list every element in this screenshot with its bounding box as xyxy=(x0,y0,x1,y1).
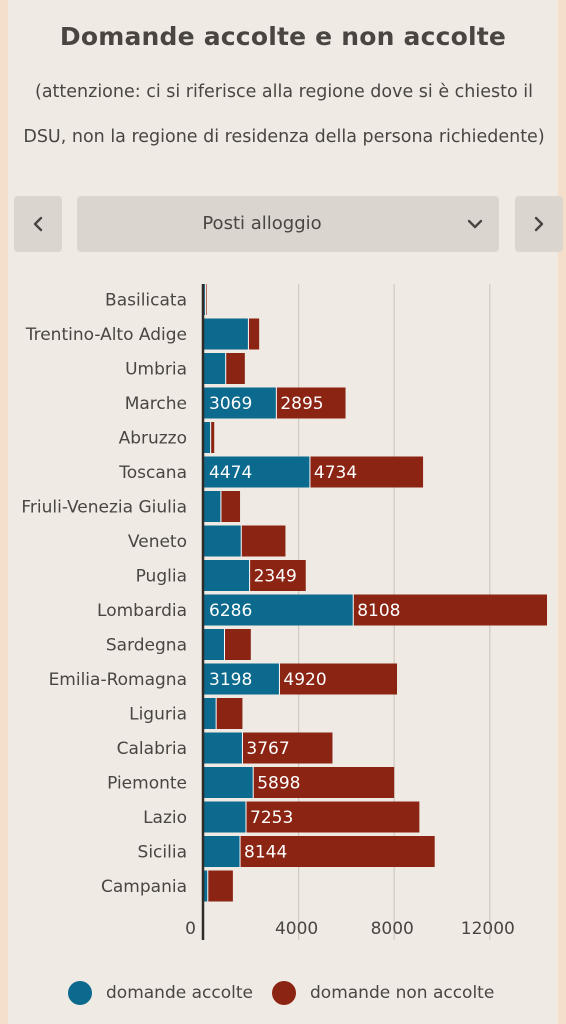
legend-swatch-non-accolte xyxy=(272,981,296,1005)
bar-accolte xyxy=(203,698,217,729)
bar-non-accolte xyxy=(276,387,346,419)
bar-non-accolte xyxy=(210,422,215,453)
bar-accolte xyxy=(203,525,242,557)
category-label: Marche xyxy=(125,394,187,414)
bar-non-accolte xyxy=(205,284,207,315)
bar-non-accolte xyxy=(220,491,241,522)
bar-non-accolte xyxy=(253,767,395,798)
category-label: Abruzzo xyxy=(119,429,187,449)
bar-accolte xyxy=(203,732,243,764)
subtitle-line-2: DSU, non la regione di residenza della p… xyxy=(23,127,545,147)
category-label: Emilia-Romagna xyxy=(49,670,187,690)
right-edge-stripe xyxy=(558,0,566,1024)
category-label: Sicilia xyxy=(138,843,187,863)
bar-non-accolte xyxy=(248,318,260,350)
data-label-non-accolte: 7253 xyxy=(250,808,293,828)
bar-accolte xyxy=(203,870,208,902)
subtitle-line-1: (attenzione: ci si riferisce alla region… xyxy=(35,82,533,102)
data-label-non-accolte: 8108 xyxy=(357,601,400,621)
chart-subtitle: (attenzione: ci si riferisce alla region… xyxy=(14,70,554,160)
previous-button[interactable] xyxy=(14,196,62,252)
bar-accolte xyxy=(203,629,225,660)
data-label-non-accolte: 2349 xyxy=(254,567,297,587)
category-label: Lombardia xyxy=(97,601,187,621)
data-label-non-accolte: 2895 xyxy=(280,394,323,414)
category-label: Liguria xyxy=(129,705,187,725)
category-label: Piemonte xyxy=(107,774,187,794)
category-label: Basilicata xyxy=(105,291,187,311)
category-label: Trentino-Alto Adige xyxy=(25,325,187,345)
bar-non-accolte xyxy=(242,732,333,764)
x-tick-label: 8000 xyxy=(371,919,414,939)
category-label: Veneto xyxy=(128,532,187,552)
bar-non-accolte xyxy=(241,525,286,557)
data-label-accolte: 4474 xyxy=(209,463,252,483)
bar-non-accolte xyxy=(246,801,420,833)
metric-select[interactable]: Posti alloggio xyxy=(77,196,499,252)
data-label-non-accolte: 3767 xyxy=(246,739,289,759)
bar-accolte xyxy=(203,456,310,488)
category-label: Campania xyxy=(101,877,187,897)
bar-accolte xyxy=(203,663,280,695)
legend-label-non-accolte: domande non accolte xyxy=(310,983,495,1003)
x-tick-label: 4000 xyxy=(275,919,318,939)
category-label: Calabria xyxy=(117,739,187,759)
legend: domande accolte domande non accolte xyxy=(0,978,566,1008)
category-label: Friuli-Venezia Giulia xyxy=(21,498,187,518)
left-edge-stripe xyxy=(0,0,8,1024)
stacked-bar-chart: 0 4000 8000 12000 Basilicata Trentino-Alto Ad… xyxy=(21,284,548,940)
bar-accolte xyxy=(203,560,250,591)
data-label-non-accolte: 4734 xyxy=(314,463,357,483)
data-label-accolte: 3069 xyxy=(209,394,252,414)
x-tick-label: 0 xyxy=(185,919,196,939)
data-label-non-accolte: 5898 xyxy=(257,774,300,794)
legend-label-accolte: domande accolte xyxy=(106,983,253,1003)
next-button[interactable] xyxy=(515,196,563,252)
bar-accolte xyxy=(203,491,221,522)
category-label: Puglia xyxy=(136,567,187,587)
data-label-accolte: 3198 xyxy=(209,670,252,690)
category-label: Lazio xyxy=(143,808,187,828)
bar-accolte xyxy=(203,594,354,626)
bar-non-accolte xyxy=(309,456,424,488)
chevron-left-icon xyxy=(33,216,43,232)
bar-accolte xyxy=(203,422,211,453)
chart-title: Domande accolte e non accolte xyxy=(59,22,507,51)
category-label: Toscana xyxy=(118,463,187,483)
bar-non-accolte xyxy=(240,836,435,867)
legend-swatch-accolte xyxy=(68,981,92,1005)
bar-non-accolte xyxy=(279,663,398,695)
bar-accolte xyxy=(203,767,254,798)
bar-accolte xyxy=(203,318,249,350)
bar-accolte xyxy=(203,353,226,384)
data-label-non-accolte: 8144 xyxy=(244,843,287,863)
bar-accolte xyxy=(203,801,247,833)
data-label-non-accolte: 4920 xyxy=(283,670,326,690)
bar-accolte xyxy=(203,387,277,419)
category-label: Umbria xyxy=(125,360,187,380)
chevron-down-icon xyxy=(467,219,483,229)
bar-non-accolte xyxy=(207,870,233,902)
data-label-accolte: 6286 xyxy=(209,601,252,621)
category-label: Sardegna xyxy=(106,636,187,656)
bar-non-accolte xyxy=(249,560,306,591)
metric-select-value: Posti alloggio xyxy=(202,213,322,234)
chevron-right-icon xyxy=(534,216,544,232)
bar-accolte xyxy=(203,836,241,867)
bar-non-accolte xyxy=(216,698,243,729)
bar-non-accolte xyxy=(225,353,245,384)
x-tick-label: 12000 xyxy=(461,919,515,939)
bar-non-accolte xyxy=(224,629,251,660)
bar-non-accolte xyxy=(353,594,548,626)
